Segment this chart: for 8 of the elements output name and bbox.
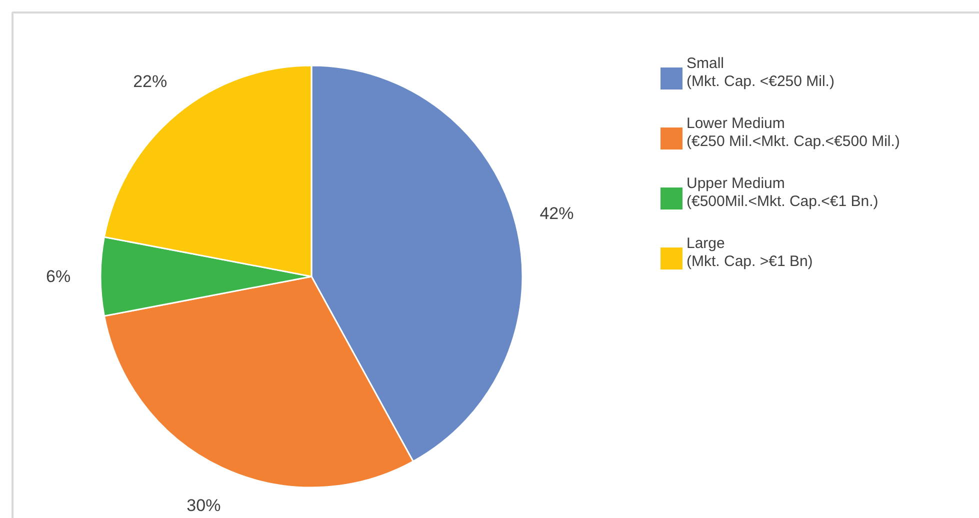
data-label: 42% [540, 204, 574, 224]
legend-label: Large (Mkt. Cap. >€1 Bn) [686, 235, 813, 270]
data-label: 30% [186, 496, 221, 516]
data-label: 6% [46, 267, 71, 286]
legend-label: Upper Medium (€500Mil.<Mkt. Cap.<€1 Bn.) [686, 175, 878, 210]
legend-label: Lower Medium (€250 Mil.<Mkt. Cap.<€500 Mil.) [686, 115, 900, 150]
legend-label: Small (Mkt. Cap. <€250 Mil.) [686, 55, 834, 90]
data-label: 22% [133, 72, 168, 91]
